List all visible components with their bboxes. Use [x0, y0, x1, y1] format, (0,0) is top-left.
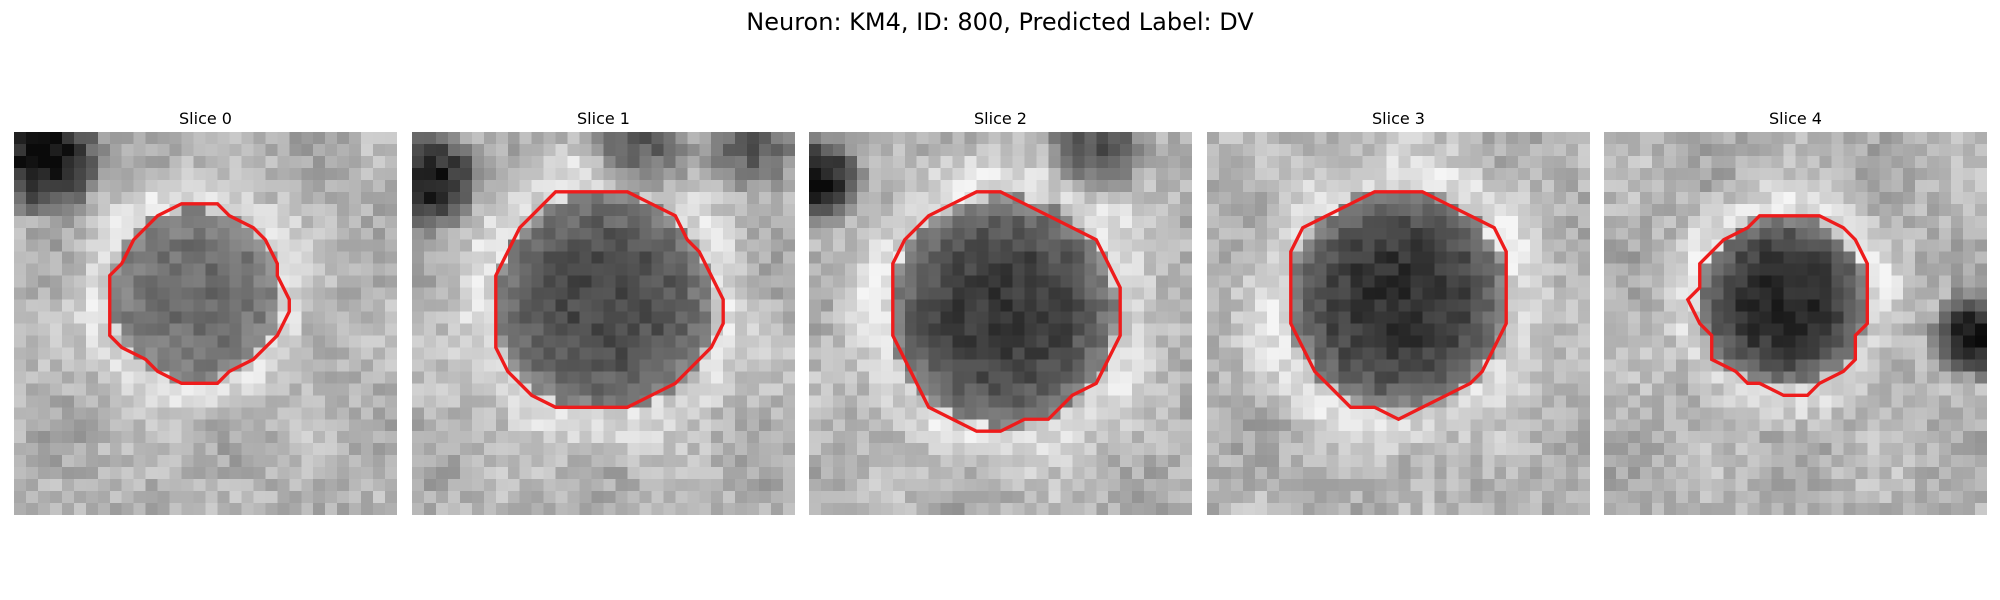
slice-panel-3: Slice 3	[1207, 108, 1590, 515]
slice-title: Slice 0	[179, 109, 232, 128]
figure-title: Neuron: KM4, ID: 800, Predicted Label: D…	[746, 8, 1254, 36]
slice-panel-2: Slice 2	[809, 108, 1192, 515]
segmentation-contour	[1289, 190, 1508, 422]
slice-title: Slice 1	[577, 109, 630, 128]
slice-image	[412, 132, 795, 515]
slice-title: Slice 2	[974, 109, 1027, 128]
segmentation-contour	[1685, 214, 1869, 397]
segmentation-contour	[108, 202, 291, 386]
slice-image	[1207, 132, 1590, 515]
slice-title: Slice 4	[1769, 109, 1822, 128]
slice-panel-0: Slice 0	[14, 108, 397, 515]
slice-image	[809, 132, 1192, 515]
slice-panel-1: Slice 1	[412, 108, 795, 515]
slice-panel-4: Slice 4	[1604, 108, 1987, 515]
slice-title: Slice 3	[1372, 109, 1425, 128]
segmentation-contour	[891, 190, 1122, 433]
slice-image	[14, 132, 397, 515]
segmentation-contour	[494, 190, 725, 409]
slice-image	[1604, 132, 1987, 515]
